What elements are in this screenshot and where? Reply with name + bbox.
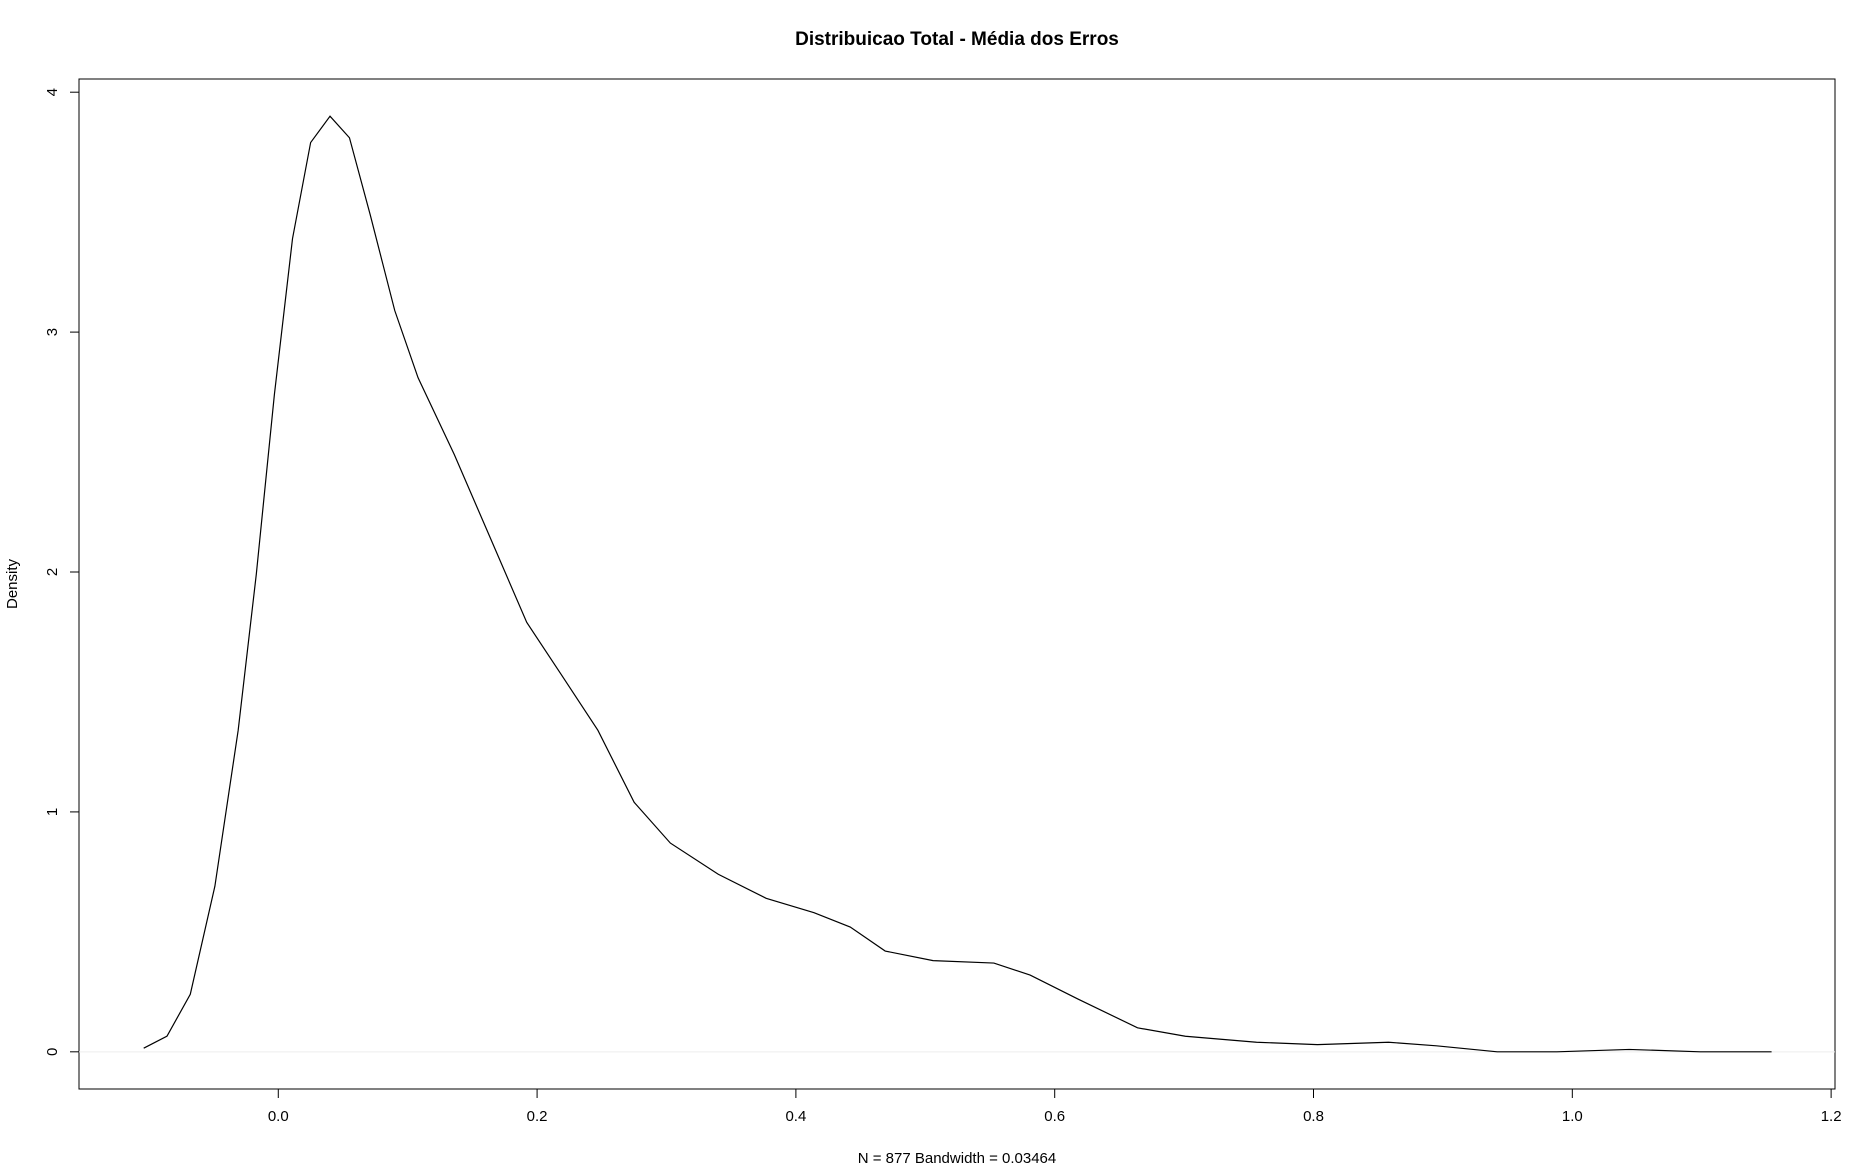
y-tick-label: 3 (44, 328, 61, 336)
x-tick-label: 1.2 (1821, 1108, 1842, 1125)
plot-frame (78, 78, 1836, 1090)
x-tick-label: 0.6 (1044, 1108, 1065, 1125)
y-axis-label: Density (4, 558, 21, 609)
x-axis-label: N = 877 Bandwidth = 0.03464 (858, 1150, 1057, 1167)
x-tick-label: 1.0 (1562, 1108, 1583, 1125)
y-tick-label: 2 (44, 568, 61, 576)
y-tick-label: 1 (44, 808, 61, 816)
x-tick-label: 0.0 (268, 1108, 289, 1125)
y-tick-label: 4 (44, 88, 61, 96)
x-tick-label: 0.8 (1303, 1108, 1324, 1125)
x-tick-label: 0.2 (527, 1108, 548, 1125)
chart-title: Distribuicao Total - Média dos Erros (795, 29, 1119, 50)
y-tick-label: 0 (44, 1048, 61, 1056)
density-line (143, 115, 1772, 1053)
x-tick-label: 0.4 (785, 1108, 806, 1125)
